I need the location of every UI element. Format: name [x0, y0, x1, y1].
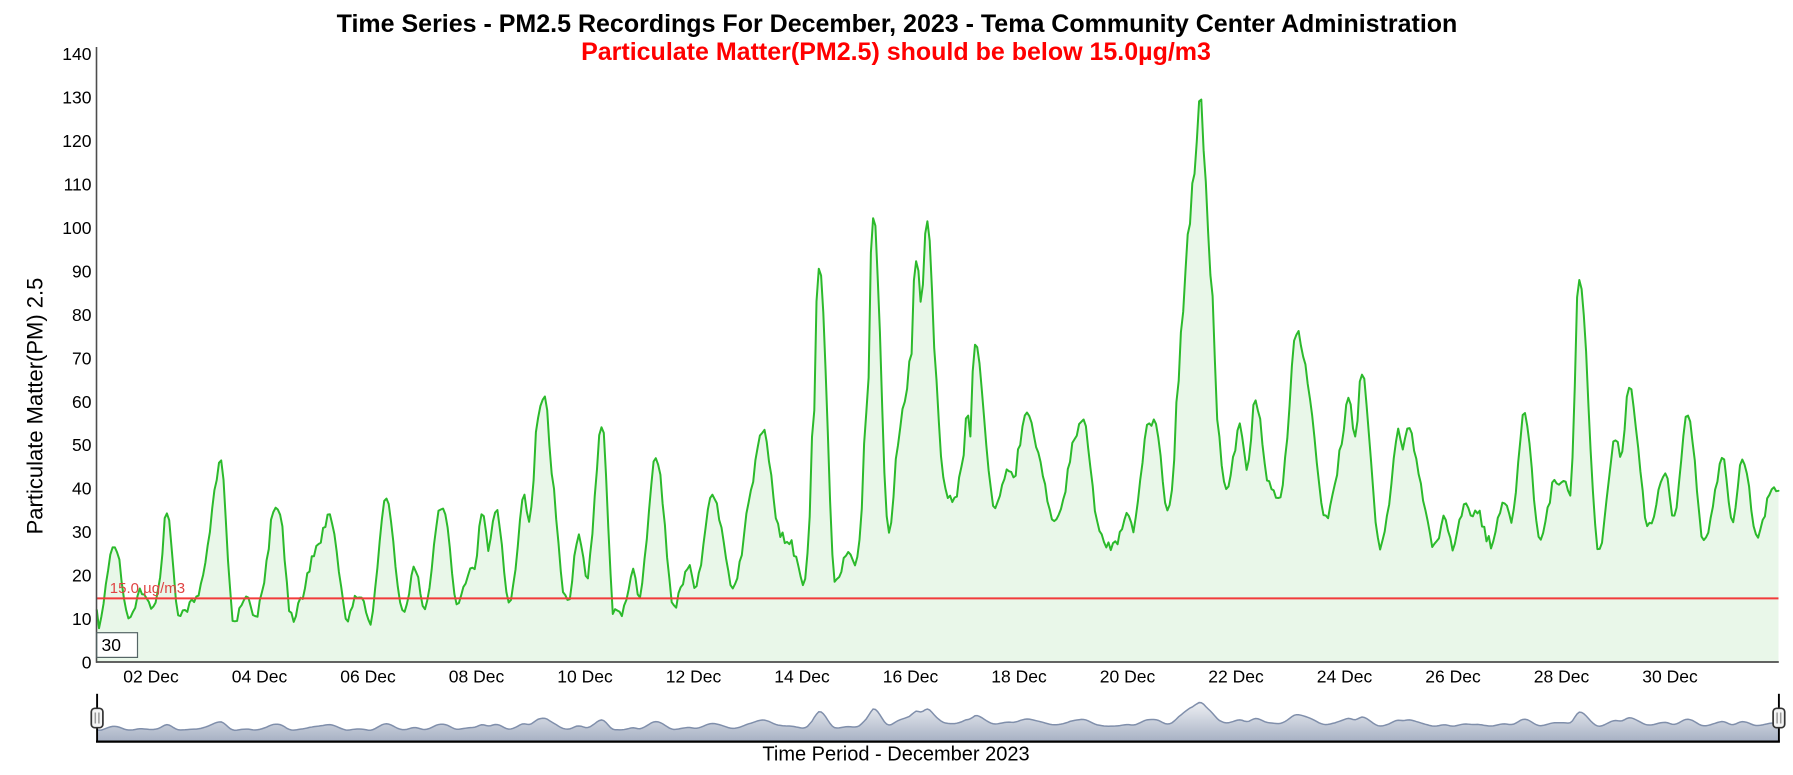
svg-text:100: 100 [62, 218, 91, 238]
svg-text:20: 20 [72, 566, 92, 586]
svg-text:16 Dec: 16 Dec [883, 667, 939, 687]
svg-text:50: 50 [72, 435, 92, 455]
svg-text:24 Dec: 24 Dec [1317, 667, 1373, 687]
svg-text:10: 10 [72, 609, 92, 629]
svg-text:70: 70 [72, 348, 92, 368]
svg-text:14 Dec: 14 Dec [774, 667, 830, 687]
svg-text:20 Dec: 20 Dec [1100, 667, 1156, 687]
svg-text:28 Dec: 28 Dec [1534, 667, 1590, 687]
svg-text:110: 110 [64, 174, 92, 194]
svg-text:30 Dec: 30 Dec [1642, 667, 1698, 687]
svg-text:30: 30 [102, 635, 122, 655]
svg-text:Time Period - December 2023: Time Period - December 2023 [762, 743, 1029, 765]
svg-text:26 Dec: 26 Dec [1425, 667, 1481, 687]
svg-text:04 Dec: 04 Dec [232, 667, 288, 687]
svg-text:Particulate Matter(PM) 2.5: Particulate Matter(PM) 2.5 [23, 278, 48, 535]
svg-text:80: 80 [72, 305, 92, 325]
svg-text:22 Dec: 22 Dec [1208, 667, 1264, 687]
svg-text:60: 60 [72, 392, 92, 412]
svg-text:130: 130 [62, 88, 91, 108]
svg-text:10 Dec: 10 Dec [557, 667, 613, 687]
svg-text:0: 0 [82, 653, 92, 673]
svg-text:30: 30 [72, 522, 92, 542]
svg-text:12 Dec: 12 Dec [666, 667, 722, 687]
svg-text:06 Dec: 06 Dec [340, 667, 396, 687]
svg-text:08 Dec: 08 Dec [449, 667, 505, 687]
svg-text:Time Series - PM2.5 Recordings: Time Series - PM2.5 Recordings For Decem… [337, 10, 1458, 38]
svg-text:90: 90 [72, 261, 92, 281]
svg-text:15.0 µg/m3: 15.0 µg/m3 [110, 580, 185, 597]
svg-text:02 Dec: 02 Dec [123, 667, 179, 687]
svg-text:40: 40 [72, 479, 92, 499]
svg-text:Particulate Matter(PM2.5) shou: Particulate Matter(PM2.5) should be belo… [581, 38, 1211, 66]
svg-text:120: 120 [62, 131, 91, 151]
svg-text:18 Dec: 18 Dec [991, 667, 1047, 687]
svg-text:140: 140 [62, 44, 91, 64]
